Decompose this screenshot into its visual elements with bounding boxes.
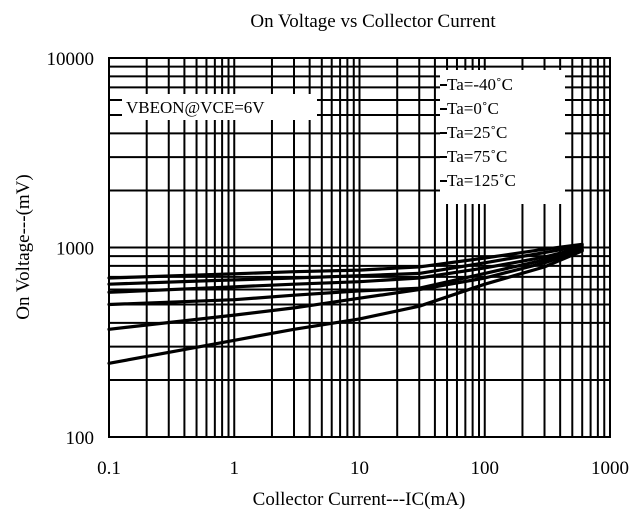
annotation-text: VBEON@VCE=6V — [126, 98, 265, 117]
series-line-6 — [107, 249, 584, 365]
x-tick-label: 100 — [471, 458, 500, 479]
legend-entry: Ta=-40˚C — [447, 75, 513, 94]
legend-entry: Ta=75˚C — [447, 147, 507, 166]
x-tick-label: 1 — [230, 458, 240, 479]
series-line-4 — [107, 247, 584, 307]
series-line-3 — [107, 245, 584, 294]
plot-frame — [108, 57, 611, 438]
x-tick-label: 0.1 — [97, 458, 121, 479]
y-axis-label: On Voltage---(mV) — [13, 174, 34, 319]
x-tick-label: 1000 — [591, 458, 629, 479]
chart-title: On Voltage vs Collector Current — [250, 11, 496, 32]
y-tick-label: 100 — [66, 428, 95, 449]
annotation-box — [122, 94, 317, 120]
legend-box — [440, 70, 565, 204]
series-line-2 — [107, 244, 584, 286]
legend-entry: Ta=0˚C — [447, 99, 499, 118]
legend-entry: Ta=125˚C — [447, 171, 516, 190]
y-tick-label: 1000 — [56, 239, 94, 260]
legend: Ta=-40˚C Ta=0˚C Ta=25˚C Ta=75˚C Ta=125˚C — [440, 75, 516, 190]
series-line-1 — [107, 242, 584, 280]
legend-entry: Ta=25˚C — [447, 123, 507, 142]
x-axis-label: Collector Current---IC(mA) — [253, 489, 466, 510]
y-tick-label: 10000 — [47, 49, 95, 70]
series-lines — [107, 242, 584, 365]
series-line-5 — [107, 248, 584, 331]
x-tick-label: 10 — [350, 458, 369, 479]
tick-labels: 0.1 1 10 100 1000 100 1000 10000 — [47, 49, 630, 479]
